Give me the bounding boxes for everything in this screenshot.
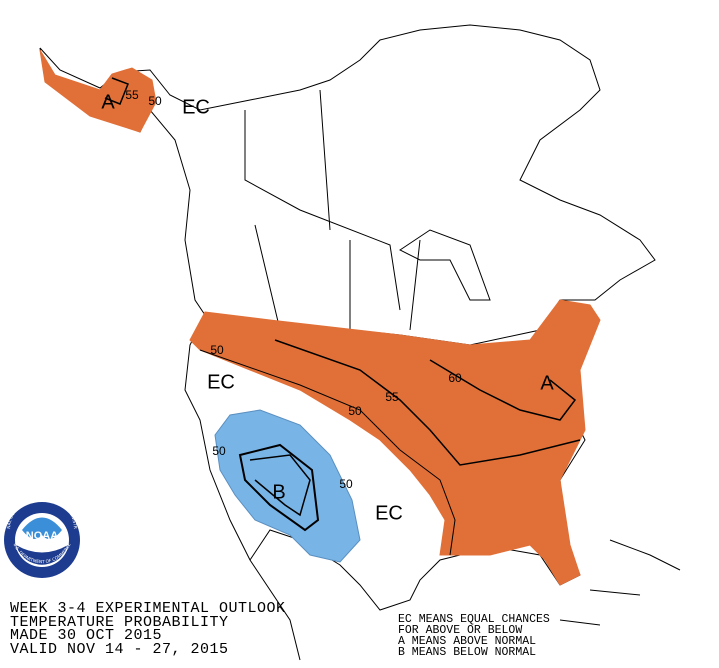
category-label: A: [101, 91, 115, 113]
title-line: TEMPERATURE PROBABILITY: [10, 614, 229, 631]
legend-line: B MEANS BELOW NORMAL: [398, 646, 536, 659]
category-label: A: [540, 372, 554, 394]
above-normal-area: [189, 299, 601, 586]
legend-line: A MEANS ABOVE NORMAL: [398, 635, 536, 648]
contour-label: 50: [348, 404, 362, 418]
contour-label: 55: [385, 390, 399, 404]
category-label: B: [272, 481, 285, 503]
category-label: EC: [375, 502, 403, 524]
contour-label: 60: [448, 371, 462, 385]
legend-line: EC MEANS EQUAL CHANCES: [398, 613, 550, 626]
contour-label: 50: [148, 94, 162, 108]
contours: [104, 77, 581, 556]
category-label: EC: [182, 96, 210, 118]
contour-label: 50: [339, 477, 353, 491]
below-normal-area: [214, 409, 361, 563]
contour-label: 50: [210, 343, 224, 357]
title-line: WEEK 3-4 EXPERIMENTAL OUTLOOK: [10, 600, 286, 617]
contour-label: 50: [212, 444, 226, 458]
legend-line: FOR ABOVE OR BELOW: [398, 624, 522, 637]
title-line: VALID NOV 14 - 27, 2015: [10, 641, 229, 658]
contour-label: 55: [125, 88, 139, 102]
title-line: MADE 30 OCT 2015: [10, 627, 162, 644]
logo-text: NOAA: [26, 530, 58, 542]
category-label: EC: [207, 371, 235, 393]
above-normal-area: [39, 49, 157, 133]
